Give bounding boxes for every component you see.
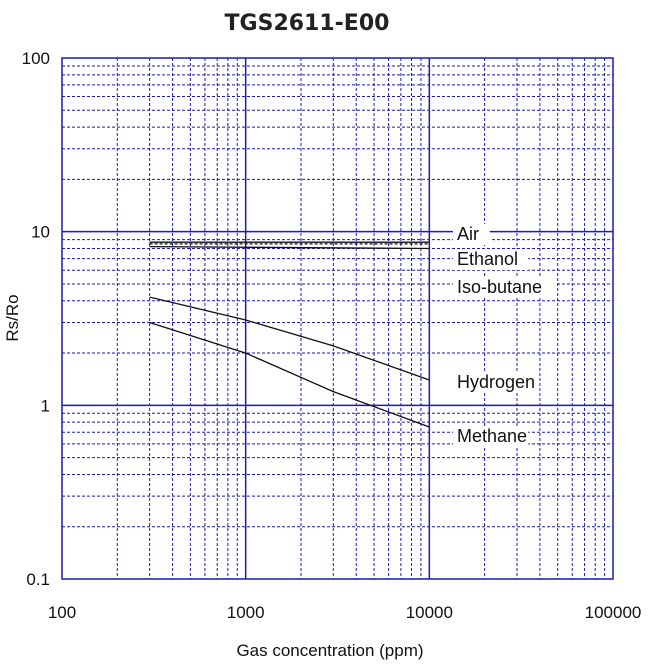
- y-tick-labels: 0.1 1 10 100: [22, 49, 50, 589]
- y-tick-label: 1: [41, 396, 50, 415]
- plot-border: [61, 57, 614, 580]
- series-label-methane: Methane: [457, 426, 527, 446]
- x-tick-label: 100000: [585, 603, 642, 622]
- series-label-bg: [453, 426, 529, 447]
- y-tick-label: 100: [22, 49, 50, 68]
- plot-area: [62, 58, 613, 579]
- x-tick-label: 1000: [227, 603, 265, 622]
- y-tick-label: 0.1: [26, 570, 50, 589]
- series-label-bg: [453, 224, 490, 245]
- series-label-iso-butane: Iso-butane: [457, 277, 542, 297]
- x-tick-label: 100: [48, 603, 76, 622]
- series-label-bg: [453, 372, 538, 393]
- series-label-air: Air: [457, 224, 479, 244]
- y-tick-label: 10: [31, 223, 50, 242]
- series-line-methane: [149, 321, 430, 428]
- chart-title: TGS2611-E00: [225, 11, 390, 36]
- x-tick-label: 10000: [406, 603, 453, 622]
- series-label-bg: [453, 249, 529, 270]
- series-label-bg: [453, 277, 557, 298]
- series-label-hydrogen: Hydrogen: [457, 372, 535, 392]
- series-labels: Air Ethanol Iso-butane Hydrogen Methane: [453, 224, 557, 447]
- x-axis-title: Gas concentration (ppm): [236, 641, 423, 660]
- series-lines: [149, 241, 430, 428]
- y-axis-title: Rs/Ro: [3, 294, 22, 341]
- series-line-hydrogen: [149, 296, 430, 381]
- series-label-ethanol: Ethanol: [457, 249, 518, 269]
- x-tick-labels: 100 1000 10000 100000: [48, 603, 642, 622]
- series-line-iso-butane: [149, 245, 430, 250]
